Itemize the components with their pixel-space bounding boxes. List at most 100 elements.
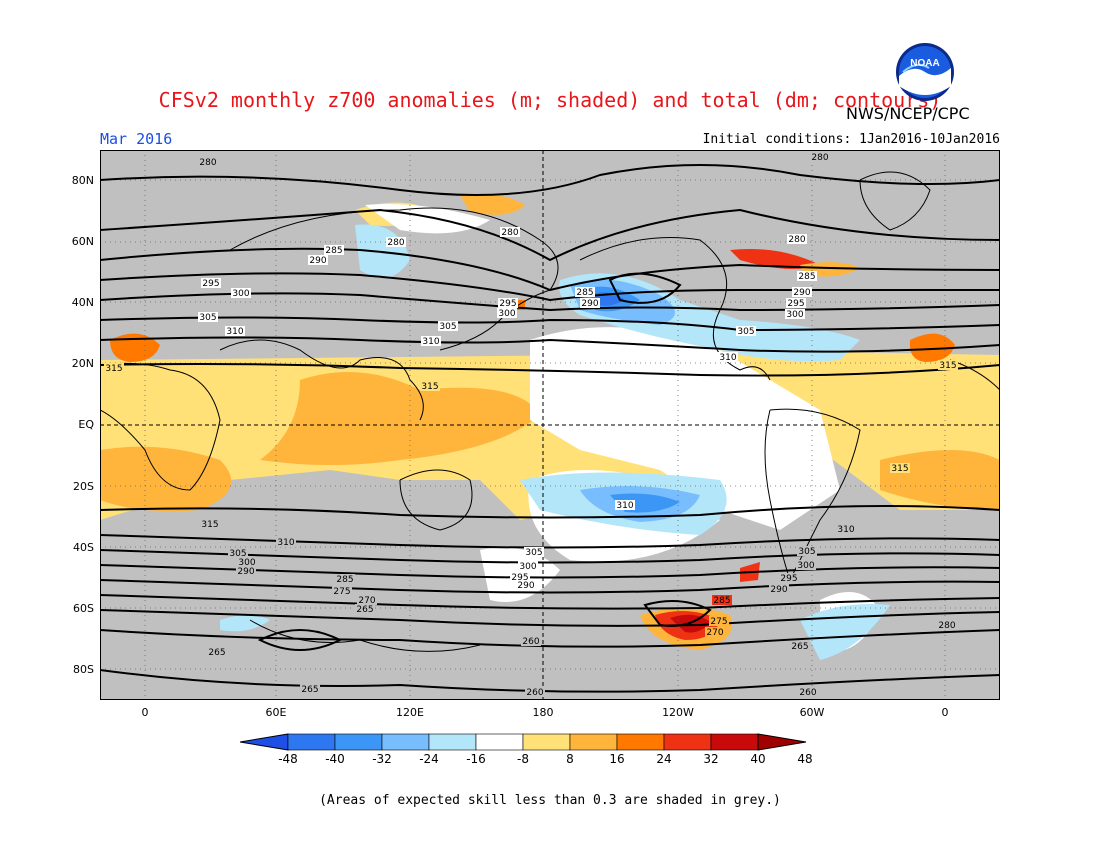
initial-conditions: Initial conditions: 1Jan2016-10Jan2016 bbox=[702, 132, 1000, 147]
svg-text:295: 295 bbox=[787, 299, 804, 309]
svg-text:280: 280 bbox=[811, 153, 828, 163]
lat-label: EQ bbox=[78, 418, 94, 431]
colorbar-segment bbox=[522, 733, 571, 751]
svg-text:295: 295 bbox=[511, 573, 528, 583]
negative-anomaly-shading bbox=[220, 224, 890, 660]
colorbar-label: -40 bbox=[325, 752, 345, 766]
svg-text:285: 285 bbox=[336, 575, 353, 585]
colorbar-segment bbox=[616, 733, 665, 751]
lon-label: 60W bbox=[799, 706, 825, 719]
svg-text:295: 295 bbox=[202, 279, 219, 289]
colorbar-label: 48 bbox=[797, 752, 813, 766]
colorbar-label: 8 bbox=[566, 752, 574, 766]
svg-text:295: 295 bbox=[499, 299, 516, 309]
svg-text:305: 305 bbox=[737, 327, 754, 337]
valid-month: Mar 2016 bbox=[100, 130, 173, 148]
svg-text:280: 280 bbox=[938, 621, 955, 631]
svg-text:300: 300 bbox=[797, 561, 814, 571]
colorbar-label: -32 bbox=[372, 752, 392, 766]
svg-text:275: 275 bbox=[710, 617, 727, 627]
svg-text:280: 280 bbox=[387, 238, 404, 248]
svg-text:270: 270 bbox=[358, 596, 375, 606]
svg-text:310: 310 bbox=[277, 538, 294, 548]
colorbar-segment bbox=[569, 733, 618, 751]
colorbar-segment bbox=[381, 733, 430, 751]
svg-text:285: 285 bbox=[576, 288, 593, 298]
svg-text:300: 300 bbox=[519, 562, 536, 572]
noaa-logo-text: NOAA bbox=[910, 58, 939, 69]
svg-text:265: 265 bbox=[301, 685, 318, 695]
svg-text:260: 260 bbox=[522, 637, 539, 647]
anomaly-map: 280 280 280 280 280 285 285 285 290 290 … bbox=[100, 150, 1000, 700]
svg-text:310: 310 bbox=[616, 501, 633, 511]
lat-label: 40N bbox=[71, 296, 94, 309]
svg-text:300: 300 bbox=[786, 310, 803, 320]
lon-label: 0 bbox=[141, 706, 149, 719]
lat-label: 20N bbox=[71, 357, 94, 370]
svg-text:315: 315 bbox=[421, 382, 438, 392]
svg-text:285: 285 bbox=[713, 596, 730, 606]
colorbar-segment bbox=[663, 733, 712, 751]
svg-text:305: 305 bbox=[229, 549, 246, 559]
svg-text:260: 260 bbox=[799, 688, 816, 698]
svg-text:315: 315 bbox=[891, 464, 908, 474]
colorbar-segment bbox=[475, 733, 524, 751]
lon-label: 0 bbox=[941, 706, 949, 719]
svg-text:315: 315 bbox=[105, 364, 122, 374]
colorbar-label: 16 bbox=[609, 752, 625, 766]
agency-label: NWS/NCEP/CPC bbox=[846, 104, 970, 123]
colorbar-segment bbox=[710, 733, 759, 751]
svg-text:305: 305 bbox=[439, 322, 456, 332]
svg-text:260: 260 bbox=[526, 688, 543, 698]
svg-text:290: 290 bbox=[581, 299, 598, 309]
svg-text:310: 310 bbox=[719, 353, 736, 363]
colorbar-label: 40 bbox=[750, 752, 766, 766]
svg-text:265: 265 bbox=[356, 605, 373, 615]
svg-text:290: 290 bbox=[237, 567, 254, 577]
svg-text:285: 285 bbox=[325, 246, 342, 256]
lon-label: 120E bbox=[396, 706, 424, 719]
svg-text:265: 265 bbox=[791, 642, 808, 652]
lat-label: 60N bbox=[71, 235, 94, 248]
svg-text:290: 290 bbox=[517, 581, 534, 591]
map-frame bbox=[100, 150, 1000, 700]
colorbar-segment bbox=[240, 733, 289, 751]
lon-label: 180 bbox=[532, 706, 554, 719]
svg-text:315: 315 bbox=[201, 520, 218, 530]
colorbar-label: 24 bbox=[656, 752, 672, 766]
svg-text:265: 265 bbox=[208, 648, 225, 658]
lat-label: 80S bbox=[73, 663, 94, 676]
graticule bbox=[100, 150, 1000, 700]
colorbar-label: -8 bbox=[517, 752, 529, 766]
svg-text:290: 290 bbox=[309, 256, 326, 266]
svg-text:305: 305 bbox=[798, 547, 815, 557]
svg-text:315: 315 bbox=[939, 361, 956, 371]
colorbar-segment bbox=[757, 733, 807, 751]
svg-text:275: 275 bbox=[333, 587, 350, 597]
colorbar-segment bbox=[428, 733, 477, 751]
chart-title: CFSv2 monthly z700 anomalies (m; shaded)… bbox=[158, 88, 942, 112]
svg-text:310: 310 bbox=[226, 327, 243, 337]
lat-label: 40S bbox=[73, 541, 94, 554]
svg-text:305: 305 bbox=[525, 548, 542, 558]
colorbar-segment bbox=[334, 733, 383, 751]
lat-label: 80N bbox=[71, 174, 94, 187]
colorbar-label: -48 bbox=[278, 752, 298, 766]
svg-text:295: 295 bbox=[780, 574, 797, 584]
svg-text:305: 305 bbox=[199, 313, 216, 323]
svg-text:310: 310 bbox=[837, 525, 854, 535]
svg-text:300: 300 bbox=[238, 558, 255, 568]
svg-text:280: 280 bbox=[788, 235, 805, 245]
svg-text:280: 280 bbox=[501, 228, 518, 238]
footnote: (Areas of expected skill less than 0.3 a… bbox=[319, 793, 781, 808]
lat-label: 20S bbox=[73, 480, 94, 493]
svg-text:270: 270 bbox=[706, 628, 723, 638]
lon-label: 60E bbox=[265, 706, 287, 719]
svg-text:285: 285 bbox=[798, 272, 815, 282]
svg-text:310: 310 bbox=[422, 337, 439, 347]
colorbar-label: -24 bbox=[419, 752, 439, 766]
colorbar-label: 32 bbox=[703, 752, 719, 766]
svg-text:300: 300 bbox=[498, 309, 515, 319]
noaa-logo: NOAA bbox=[896, 43, 954, 101]
contour-labels: 280 280 280 280 280 285 285 285 290 290 … bbox=[104, 152, 958, 698]
